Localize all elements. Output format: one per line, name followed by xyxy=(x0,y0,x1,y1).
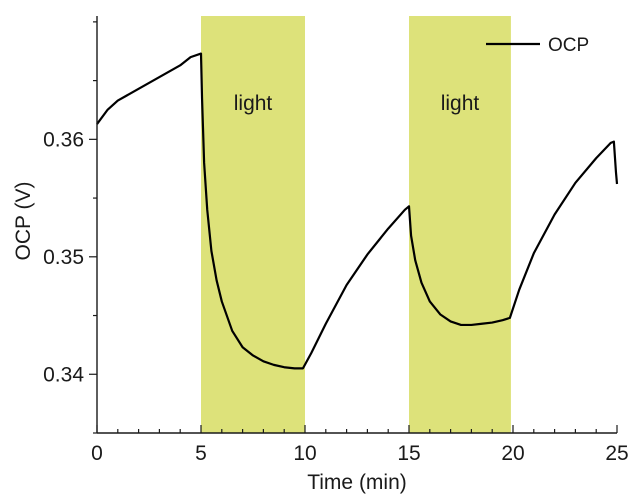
tick-labels: 0 5 10 15 20 25 0.34 0.35 0.36 xyxy=(43,128,629,465)
y-tick-label: 0.34 xyxy=(43,363,84,386)
series-line-ocp xyxy=(96,52,619,370)
light-band-0 xyxy=(201,16,305,433)
x-tick-label: 5 xyxy=(195,442,207,465)
x-tick-label: 10 xyxy=(293,442,316,465)
band-label-1: light xyxy=(441,92,480,115)
x-axis-title: Time (min) xyxy=(307,471,407,494)
x-tick-label: 15 xyxy=(397,442,420,465)
axes xyxy=(96,16,617,434)
y-tick-label: 0.35 xyxy=(43,246,84,269)
legend-label-ocp: OCP xyxy=(548,35,589,56)
y-tick-label: 0.36 xyxy=(43,128,84,151)
light-bands xyxy=(201,16,511,433)
band-labels: light light xyxy=(234,92,480,115)
axis-ticks xyxy=(89,21,618,434)
x-tick-label: 0 xyxy=(91,442,103,465)
y-axis-title: OCP (V) xyxy=(12,182,35,261)
legend: OCP xyxy=(486,35,589,56)
band-label-0: light xyxy=(234,92,273,115)
x-tick-label: 25 xyxy=(605,442,628,465)
x-tick-label: 20 xyxy=(501,442,524,465)
light-band-1 xyxy=(409,16,511,433)
